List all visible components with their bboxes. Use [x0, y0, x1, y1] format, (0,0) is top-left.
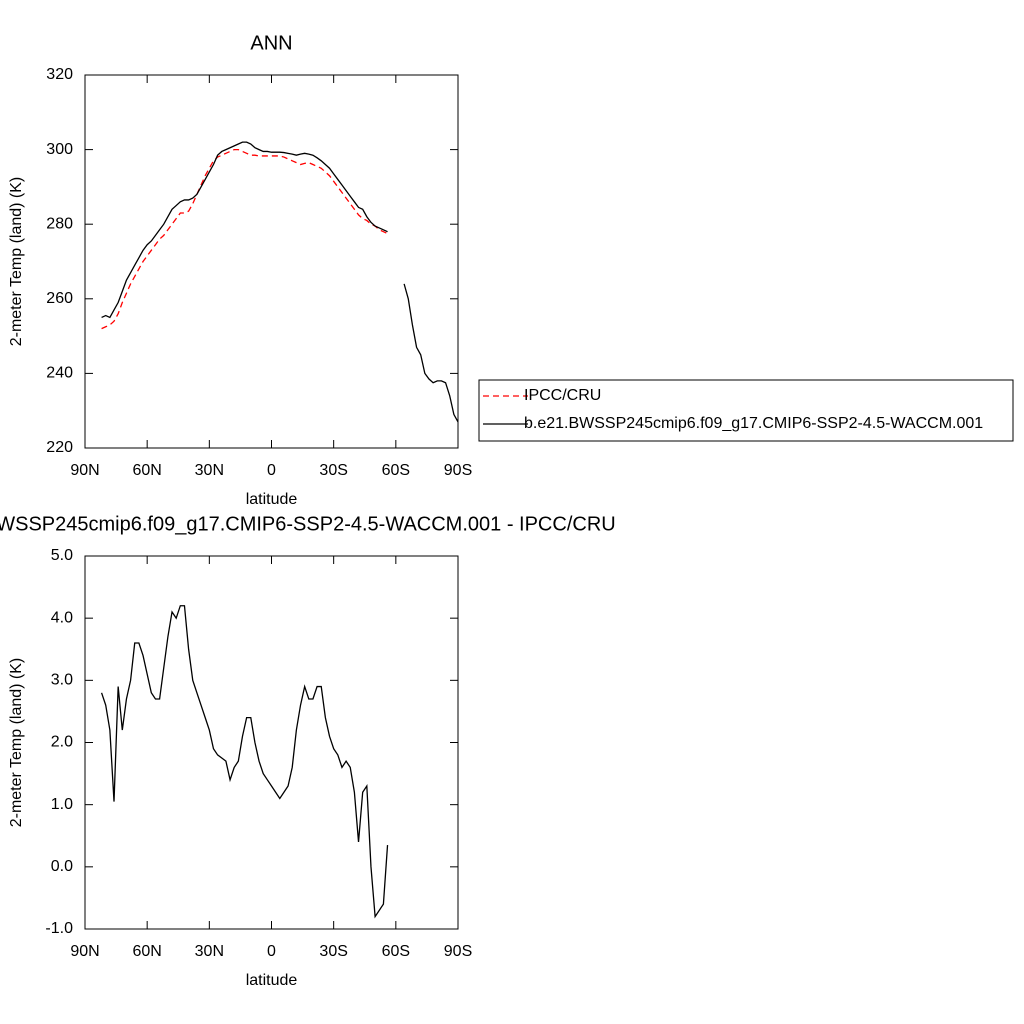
- plot-frame: [84, 555, 459, 930]
- x-tick-label: 0: [267, 462, 276, 479]
- x-tick-label: 90S: [444, 943, 472, 960]
- y-tick-label: 0.0: [51, 858, 73, 875]
- y-tick-label: 1.0: [51, 796, 73, 813]
- plot-frame: [84, 74, 459, 449]
- x-axis-label: latitude: [246, 972, 298, 989]
- y-tick-label: 320: [46, 66, 73, 83]
- legend-label: b.e21.BWSSP245cmip6.f09_g17.CMIP6-SSP2-4…: [524, 415, 983, 432]
- y-tick-label: 240: [46, 365, 73, 382]
- y-tick-label: 260: [46, 290, 73, 307]
- y-tick-label: 2.0: [51, 734, 73, 751]
- x-tick-label: 90N: [70, 943, 99, 960]
- x-tick-label: 60S: [382, 943, 410, 960]
- data-line: [101, 141, 459, 423]
- y-tick-label: -1.0: [45, 920, 73, 937]
- legend-box: [478, 379, 1014, 442]
- x-tick-label: 60S: [382, 462, 410, 479]
- x-tick-label: 30N: [195, 462, 224, 479]
- x-tick-label: 30S: [319, 943, 347, 960]
- chart-title: b.e21.BWSSP245cmip6.f09_g17.CMIP6-SSP2-4…: [0, 513, 616, 535]
- y-tick-label: 3.0: [51, 672, 73, 689]
- x-axis-label: latitude: [246, 491, 298, 508]
- y-tick-label: 4.0: [51, 609, 73, 626]
- x-tick-label: 30N: [195, 943, 224, 960]
- data-line: [101, 148, 388, 330]
- legend-label: IPCC/CRU: [524, 387, 601, 404]
- x-tick-label: 30S: [319, 462, 347, 479]
- x-tick-label: 60N: [132, 943, 161, 960]
- y-axis-label: 2-meter Temp (land) (K): [8, 658, 25, 828]
- y-tick-label: 220: [46, 439, 73, 456]
- y-tick-label: 300: [46, 141, 73, 158]
- y-tick-label: 5.0: [51, 547, 73, 564]
- y-tick-label: 280: [46, 215, 73, 232]
- chart-title: ANN: [250, 32, 292, 54]
- x-tick-label: 90N: [70, 462, 99, 479]
- x-tick-label: 0: [267, 943, 276, 960]
- data-line: [100, 605, 389, 919]
- x-tick-label: 90S: [444, 462, 472, 479]
- y-axis-label: 2-meter Temp (land) (K): [8, 177, 25, 347]
- x-tick-label: 60N: [132, 462, 161, 479]
